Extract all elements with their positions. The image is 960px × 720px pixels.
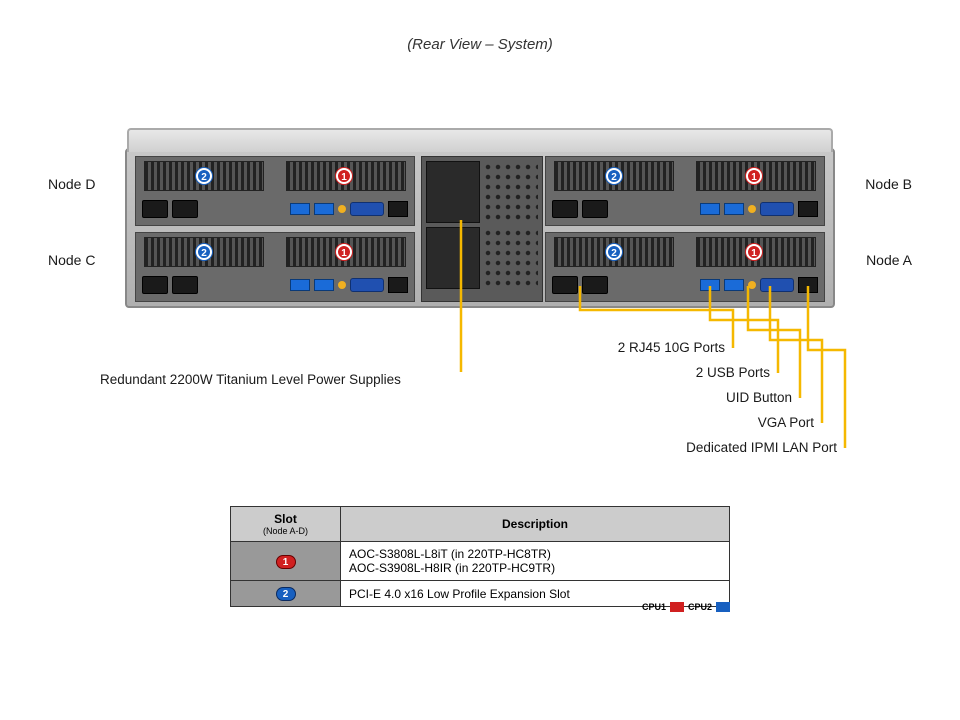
usb-port bbox=[314, 203, 334, 215]
node-a: 2 1 bbox=[545, 232, 825, 302]
slot-badge-1: 1 bbox=[336, 244, 352, 260]
rj45-port bbox=[172, 200, 198, 218]
slot-badge-2: 2 bbox=[606, 168, 622, 184]
psu-block bbox=[421, 156, 543, 302]
table-desc-cell: AOC-S3808L-L8iT (in 220TP-HC8TR) AOC-S39… bbox=[341, 542, 730, 581]
server-chassis: 2 1 2 1 2 1 2 1 bbox=[125, 148, 835, 308]
callout-psu: Redundant 2200W Titanium Level Power Sup… bbox=[100, 372, 480, 387]
table-badge-2: 2 bbox=[276, 587, 296, 601]
callout-rj45: 2 RJ45 10G Ports bbox=[530, 340, 725, 355]
node-label-a: Node A bbox=[866, 252, 912, 268]
diagram-title: (Rear View – System) bbox=[0, 36, 960, 53]
slot-badge-1: 1 bbox=[746, 244, 762, 260]
node-c: 2 1 bbox=[135, 232, 415, 302]
table-row: 1 AOC-S3808L-L8iT (in 220TP-HC8TR) AOC-S… bbox=[231, 542, 730, 581]
usb-port bbox=[290, 203, 310, 215]
th-desc: Description bbox=[341, 507, 730, 542]
callout-vga: VGA Port bbox=[530, 415, 814, 430]
slot-badge-2: 2 bbox=[196, 244, 212, 260]
slot-badge-2: 2 bbox=[606, 244, 622, 260]
slot-badge-1: 1 bbox=[746, 168, 762, 184]
node-label-d: Node D bbox=[48, 176, 95, 192]
slot-table: Slot (Node A-D) Description 1 AOC-S3808L… bbox=[230, 506, 730, 607]
node-label-c: Node C bbox=[48, 252, 95, 268]
th-slot: Slot (Node A-D) bbox=[231, 507, 341, 542]
callout-uid: UID Button bbox=[530, 390, 792, 405]
vga-port bbox=[350, 202, 384, 216]
legend-cpu2-label: CPU2 bbox=[688, 602, 712, 612]
node-d: 2 1 bbox=[135, 156, 415, 226]
cpu-legend: CPU1 CPU2 bbox=[642, 602, 730, 612]
psu-fan-grid-1 bbox=[482, 161, 538, 223]
psu-socket-2 bbox=[426, 227, 480, 289]
legend-swatch-cpu1 bbox=[670, 602, 684, 612]
node-label-b: Node B bbox=[865, 176, 912, 192]
slot-badge-2: 2 bbox=[196, 168, 212, 184]
legend-swatch-cpu2 bbox=[716, 602, 730, 612]
uid-button bbox=[338, 205, 346, 213]
table-badge-1: 1 bbox=[276, 555, 296, 569]
slot-badge-1: 1 bbox=[336, 168, 352, 184]
psu-socket-1 bbox=[426, 161, 480, 223]
ipmi-port bbox=[388, 201, 408, 217]
rj45-port bbox=[142, 200, 168, 218]
legend-cpu1-label: CPU1 bbox=[642, 602, 666, 612]
node-b: 2 1 bbox=[545, 156, 825, 226]
ports-row bbox=[142, 197, 408, 221]
callout-ipmi: Dedicated IPMI LAN Port bbox=[530, 440, 837, 455]
psu-fan-grid-2 bbox=[482, 227, 538, 289]
callout-usb: 2 USB Ports bbox=[530, 365, 770, 380]
